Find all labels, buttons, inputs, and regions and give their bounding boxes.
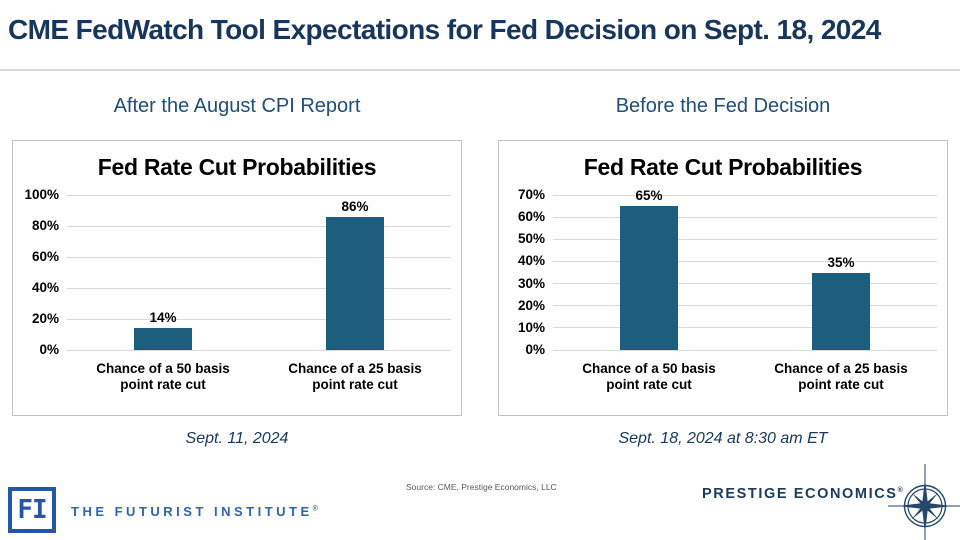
gridline [553,349,937,351]
y-tick-label: 20% [517,297,545,313]
gridline [553,238,937,240]
chart-before-decision: Fed Rate Cut Probabilities 0% 10% 20% 30% 40… [498,140,948,416]
y-tick-label: 0% [525,342,545,357]
bar [326,216,384,350]
y-tick-label: 40% [31,280,59,295]
plot-row: 0% 10% 20% 30% 40% 50% 60% 70% 65% 35% [499,187,947,357]
y-tick-label: 100% [24,187,59,202]
bar-slot: 65% [553,188,745,350]
y-tick-label: 60% [31,249,59,264]
gridline [67,287,451,289]
y-axis: 0% 10% 20% 30% 40% 50% 60% 70% [499,187,553,357]
gridline [67,256,451,258]
panel-after-cpi: After the August CPI Report Fed Rate Cut… [12,92,462,448]
prestige-economics-wordmark: PRESTIGE ECONOMICS® [702,486,903,502]
source-note: Source: CME, Prestige Economics, LLC [406,482,557,492]
bar-value-label: 14% [149,310,177,326]
panel-before-decision: Before the Fed Decision Fed Rate Cut Pro… [498,92,948,448]
gridline [553,327,937,329]
gridline [553,283,937,285]
panel-date-caption: Sept. 11, 2024 [185,430,289,447]
y-tick-label: 30% [517,275,545,291]
y-axis: 0% 20% 40% 60% 80% 100% [13,187,67,357]
chart-title: Fed Rate Cut Probabilities [583,154,863,180]
y-tick-label: 40% [517,253,545,269]
plot-row: 0% 20% 40% 60% 80% 100% 14% 86% [13,187,461,357]
page-title: CME FedWatch Tool Expectations for Fed D… [8,14,881,45]
bar-value-label: 65% [635,188,663,204]
gridline [67,194,451,196]
panel-heading: Before the Fed Decision [615,95,831,117]
panel-heading: After the August CPI Report [113,95,361,117]
plot-area: 65% 35% [553,188,937,351]
y-tick-label: 20% [31,311,59,326]
footer: Source: CME, Prestige Economics, LLC FI … [0,462,960,540]
fi-logo-text: FI [17,495,47,525]
y-tick-label: 10% [517,319,545,335]
registered-mark: ® [897,487,903,495]
gridline [67,225,451,227]
x-axis-labels: Chance of a 50 basis point rate cut Chan… [67,361,451,393]
y-tick-label: 60% [517,209,545,225]
panel-date-caption: Sept. 18, 2024 at 8:30 am ET [618,430,828,447]
gridline [67,318,451,320]
registered-mark: ® [312,505,318,513]
bar [134,328,192,350]
bar [812,272,870,350]
y-tick-label: 50% [517,231,545,247]
chart-title: Fed Rate Cut Probabilities [97,154,377,180]
gridline [553,260,937,262]
category-label: Chance of a 25 basis point rate cut [774,361,908,392]
y-tick-label: 0% [39,342,59,357]
bar-slot: 86% [259,195,451,350]
bar-value-label: 35% [827,254,855,270]
bar [620,206,678,350]
bar-value-label: 86% [341,198,369,214]
y-tick-label: 70% [517,187,545,202]
chart-after-cpi: Fed Rate Cut Probabilities 0% 20% 40% 60% 80… [12,140,462,416]
gridline [553,216,937,218]
gridline [67,349,451,351]
bar-slot: 14% [67,195,259,350]
category-label: Chance of a 50 basis point rate cut [582,361,716,392]
gridline [553,305,937,307]
category-label: Chance of a 25 basis point rate cut [288,361,422,392]
futurist-institute-wordmark: THE FUTURIST INSTITUTE® [71,504,318,519]
category-label: Chance of a 50 basis point rate cut [96,361,230,392]
plot-area: 14% 86% [67,194,451,351]
gridline [553,194,937,196]
title-divider [0,69,960,71]
x-axis-labels: Chance of a 50 basis point rate cut Chan… [553,361,937,393]
compass-rose-icon [888,464,960,540]
y-tick-label: 80% [31,218,59,233]
bar-slot: 35% [745,195,937,350]
futurist-institute-logo: FI [8,487,56,533]
